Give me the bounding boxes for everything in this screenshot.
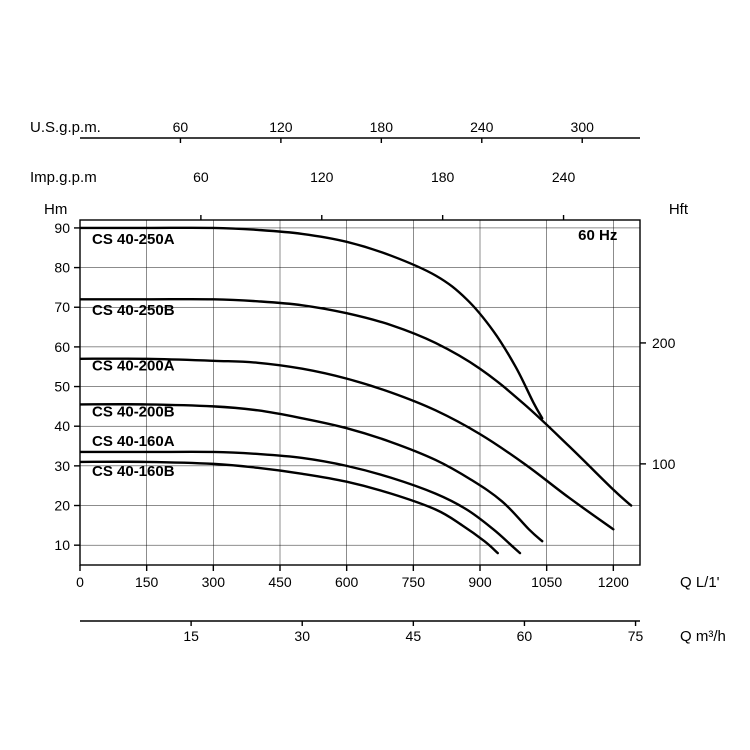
sec-top-tick-label: 180 — [431, 169, 455, 185]
x-tick-label: 0 — [76, 574, 84, 590]
sec-top-tick-label: 120 — [310, 169, 334, 185]
right-y-tick-label: 100 — [652, 456, 676, 472]
y-tick-label: 10 — [54, 537, 70, 553]
right-y-tick-label: 200 — [652, 335, 676, 351]
curve-label: CS 40-200A — [92, 358, 175, 375]
secondary-bottom-axis-label: Q m³/h — [680, 628, 726, 645]
sec-top-tick-label: 60 — [193, 169, 209, 185]
x-tick-label: 1200 — [598, 574, 629, 590]
y-tick-label: 70 — [54, 299, 70, 315]
sec-top-tick-label: 300 — [571, 119, 595, 135]
x-tick-label: 900 — [468, 574, 492, 590]
sec-bottom-tick-label: 60 — [517, 628, 533, 644]
x-axis-label: Q L/1' — [680, 574, 720, 591]
x-tick-label: 600 — [335, 574, 359, 590]
curve-label: CS 40-160B — [92, 463, 175, 480]
x-tick-label: 750 — [402, 574, 426, 590]
sec-top-tick-label: 180 — [370, 119, 394, 135]
sec-top-tick-label: 240 — [470, 119, 494, 135]
x-tick-label: 150 — [135, 574, 159, 590]
x-tick-label: 1050 — [531, 574, 562, 590]
sec-bottom-tick-label: 45 — [406, 628, 422, 644]
pump-curves-chart: 0 150 300 450 600 750 900 1050 1200 Q L/1' 10 20 30 4… — [0, 0, 750, 750]
y-tick-label: 20 — [54, 498, 70, 514]
y-tick-label: 30 — [54, 458, 70, 474]
y-tick-label: 60 — [54, 339, 70, 355]
secondary-top-axis-label: Imp.g.p.m — [30, 169, 97, 186]
x-tick-label: 300 — [202, 574, 226, 590]
x-tick-label: 450 — [268, 574, 292, 590]
curve-label: CS 40-250A — [92, 231, 175, 248]
sec-top-tick-label: 120 — [269, 119, 293, 135]
curve-label: CS 40-200B — [92, 403, 175, 420]
curve-label: CS 40-160A — [92, 433, 175, 450]
y-axis-label: Hm — [44, 201, 67, 218]
sec-bottom-tick-label: 30 — [294, 628, 310, 644]
secondary-top-axis-label: U.S.g.p.m. — [30, 119, 101, 136]
right-y-axis-label: Hft — [669, 201, 689, 218]
frequency-annotation: 60 Hz — [578, 227, 617, 244]
y-tick-label: 80 — [54, 260, 70, 276]
sec-top-tick-label: 60 — [173, 119, 189, 135]
y-tick-label: 90 — [54, 220, 70, 236]
sec-top-tick-label: 240 — [552, 169, 576, 185]
y-tick-label: 40 — [54, 418, 70, 434]
chart-container: 0 150 300 450 600 750 900 1050 1200 Q L/1' 10 20 30 4… — [0, 0, 750, 750]
sec-bottom-tick-label: 75 — [628, 628, 644, 644]
curve-label: CS 40-250B — [92, 302, 175, 319]
y-tick-label: 50 — [54, 379, 70, 395]
sec-bottom-tick-label: 15 — [183, 628, 199, 644]
